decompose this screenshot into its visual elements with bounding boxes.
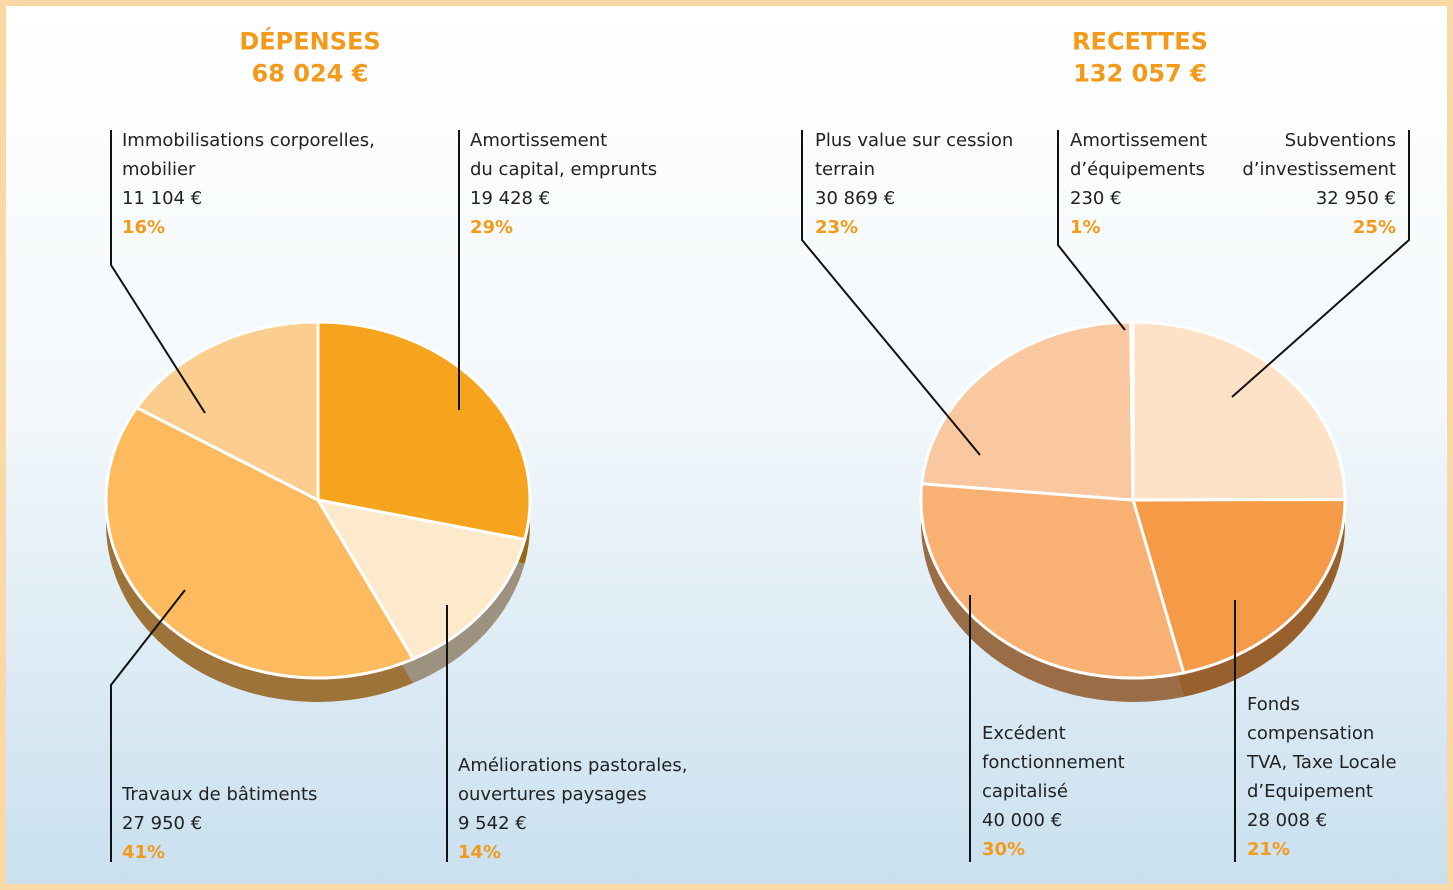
slice-label: Travaux de bâtiments	[121, 784, 317, 805]
slice	[919, 482, 1186, 680]
slice-amount: 30 869 €	[815, 188, 895, 209]
slice-label: Subventions	[1285, 130, 1396, 151]
slice	[316, 320, 532, 542]
slice-percent: 16%	[122, 217, 165, 238]
slice-label: Amortissement	[1070, 130, 1207, 151]
slice-label: fonctionnement	[982, 752, 1125, 773]
slice-label: d’équipements	[1070, 159, 1205, 180]
slice-percent: 14%	[458, 842, 501, 863]
slice-label: compensation	[1247, 723, 1374, 744]
slice-percent: 25%	[1353, 217, 1396, 238]
chart-title: DÉPENSES	[239, 27, 380, 56]
slice-amount: 28 008 €	[1247, 810, 1327, 831]
slice-label: du capital, emprunts	[470, 159, 657, 180]
slice-label: ouvertures paysages	[458, 784, 647, 805]
slice	[134, 320, 320, 503]
chart-title: RECETTES	[1072, 28, 1208, 56]
slice-label: TVA, Taxe Locale	[1246, 752, 1397, 773]
chart-total: 68 024 €	[252, 60, 369, 88]
slice	[1131, 320, 1347, 502]
slice-amount: 19 428 €	[470, 188, 550, 209]
slice-amount: 11 104 €	[122, 188, 202, 209]
slice-percent: 1%	[1070, 217, 1101, 238]
leader-line	[1231, 130, 1410, 398]
slice-label: d’investissement	[1242, 159, 1396, 180]
slice-percent: 41%	[122, 842, 165, 863]
slice	[314, 497, 527, 661]
slice-amount: 9 542 €	[458, 813, 527, 834]
leader-line	[1057, 130, 1126, 331]
slice-percent: 29%	[470, 217, 513, 238]
slice-label: Immobilisations corporelles,	[122, 130, 375, 151]
slice-amount: 230 €	[1070, 188, 1122, 209]
leader-line	[801, 130, 981, 456]
slice-label: Améliorations pastorales,	[458, 755, 687, 776]
slice-percent: 30%	[982, 839, 1025, 860]
slice-label: terrain	[815, 159, 875, 180]
slice-label: Excédent	[982, 723, 1066, 744]
slice-amount: 27 950 €	[122, 813, 202, 834]
leader-line	[110, 130, 206, 414]
slice-percent: 23%	[815, 217, 858, 238]
slice	[920, 320, 1135, 502]
leader-line	[110, 589, 186, 862]
slice-percent: 21%	[1247, 839, 1290, 860]
slice-amount: 40 000 €	[982, 810, 1062, 831]
slice-label: d’Equipement	[1247, 781, 1373, 802]
slice	[1129, 320, 1135, 501]
slice-label: Fonds	[1247, 694, 1300, 715]
slice	[1130, 497, 1347, 675]
slice-label: mobilier	[122, 159, 196, 180]
chart-total: 132 057 €	[1073, 60, 1207, 88]
slice-label: Plus value sur cession	[815, 130, 1013, 151]
slice-amount: 32 950 €	[1316, 188, 1396, 209]
slice-label: capitalisé	[982, 781, 1068, 802]
slice-label: Amortissement	[470, 130, 607, 151]
